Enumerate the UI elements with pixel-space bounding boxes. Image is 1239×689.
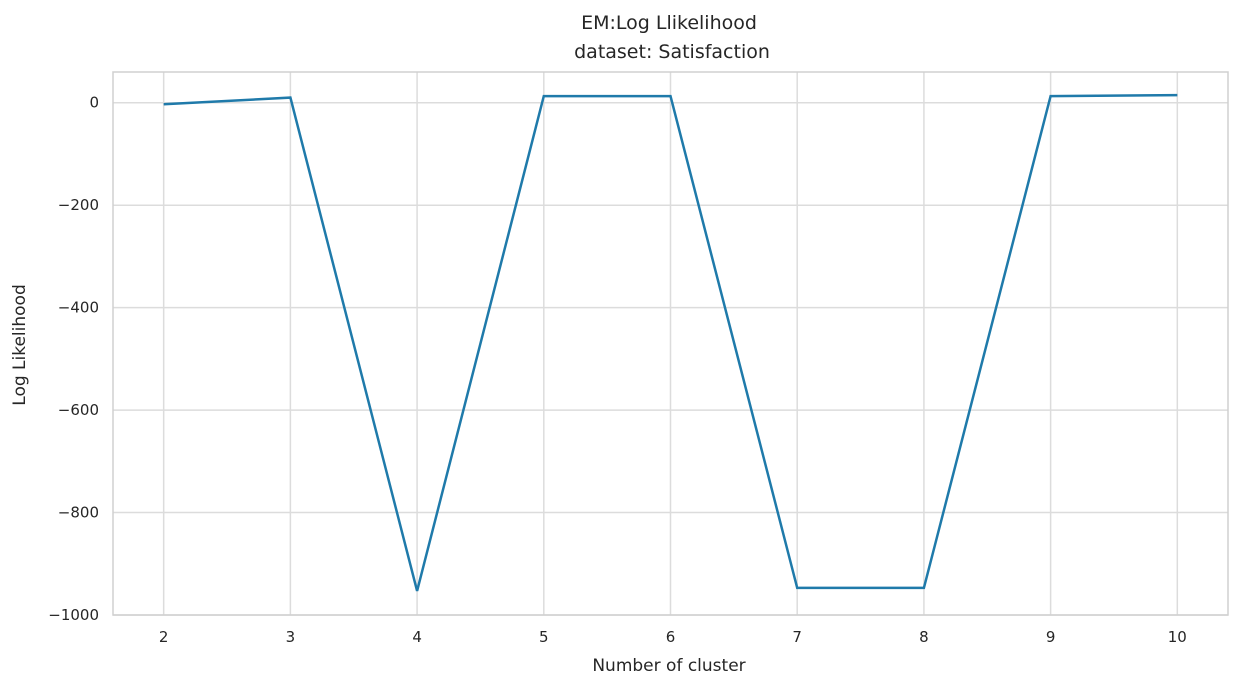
y-tick-label: 0 xyxy=(89,94,99,112)
x-tick-label: 6 xyxy=(666,628,676,646)
y-axis-ticks: 0 −200 −400 −600 −800 −1000 xyxy=(48,94,99,624)
series-layer xyxy=(163,93,1178,592)
x-tick-label: 9 xyxy=(1046,628,1056,646)
x-tick-label: 4 xyxy=(412,628,422,646)
y-axis-label: Log Likelihood xyxy=(10,284,30,405)
x-tick-label: 3 xyxy=(286,628,296,646)
x-tick-label: 10 xyxy=(1168,628,1187,646)
x-tick-label: 5 xyxy=(539,628,549,646)
y-tick-label: −1000 xyxy=(48,606,99,624)
x-tick-label: 8 xyxy=(919,628,929,646)
x-axis-ticks: 2 3 4 5 6 7 8 9 10 xyxy=(159,628,1187,646)
y-tick-label: −400 xyxy=(58,299,99,317)
y-tick-label: −200 xyxy=(58,196,99,214)
chart-subtitle: dataset: Satisfaction xyxy=(574,41,770,63)
grid xyxy=(113,72,1228,616)
y-tick-label: −800 xyxy=(58,504,99,522)
x-tick-label: 2 xyxy=(159,628,169,646)
y-tick-label: −600 xyxy=(58,401,99,419)
plot-frame xyxy=(112,71,1229,616)
x-axis-label: Number of cluster xyxy=(592,656,745,676)
x-tick-label: 7 xyxy=(792,628,802,646)
chart-title: EM:Log Llikelihood xyxy=(581,12,757,34)
